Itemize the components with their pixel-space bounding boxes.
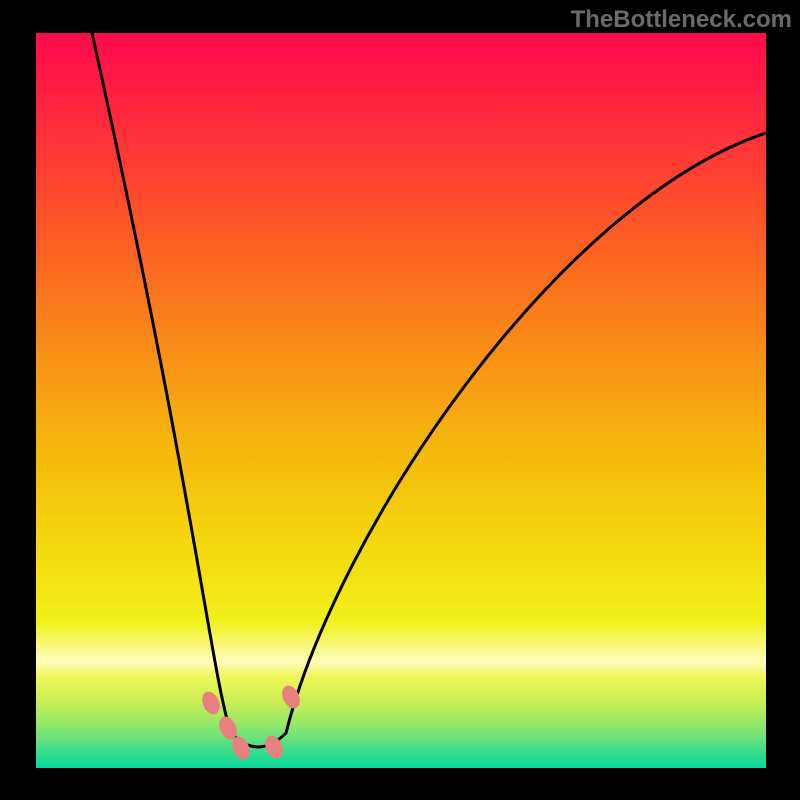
- chart-container: TheBottleneck.com: [0, 0, 800, 800]
- plot-area: [36, 33, 766, 768]
- plot-svg: [36, 33, 766, 768]
- watermark-text: TheBottleneck.com: [571, 6, 792, 34]
- plot-background: [36, 33, 766, 768]
